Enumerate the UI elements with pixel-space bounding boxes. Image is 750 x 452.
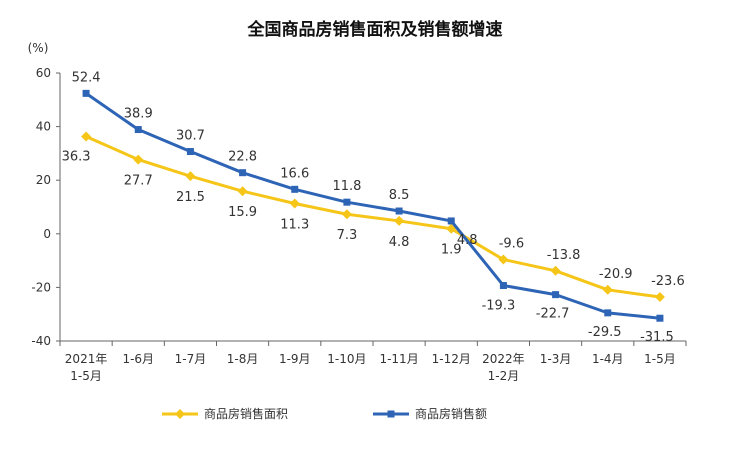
data-label: 7.3	[337, 228, 358, 243]
data-label: -23.6	[651, 274, 685, 289]
data-label: -22.7	[536, 307, 570, 322]
data-label: 16.6	[280, 166, 309, 181]
data-point	[134, 126, 142, 134]
axes: 60 40 20 0 -20 -40 2021年 1-5月 1-6月 1-7月 1-8月 1-9月 1-…	[31, 66, 687, 383]
data-point	[291, 185, 299, 193]
data-label: 11.3	[280, 218, 309, 233]
series-line-sales-area	[85, 135, 661, 299]
legend-item-sales-amount: 商品房销售额	[373, 406, 487, 421]
data-label: 21.5	[176, 190, 205, 205]
y-tick-label: -20	[31, 280, 51, 294]
y-tick-label: 0	[43, 227, 51, 241]
data-point	[499, 282, 507, 290]
legend-label: 商品房销售面积	[204, 406, 288, 421]
y-tick-label: 40	[36, 120, 51, 134]
data-labels: 36.327.721.515.911.37.3 4.81.9 -9.6-13.8-2…	[62, 70, 685, 345]
data-point	[81, 131, 92, 142]
data-label: 30.7	[176, 129, 205, 144]
x-tick-label: 1-11月	[379, 352, 418, 366]
x-tick-label: 2022年 1-2月	[482, 352, 525, 383]
data-point	[395, 207, 403, 215]
chart-title: 全国商品房销售面积及销售额增速	[247, 19, 503, 40]
data-point	[394, 215, 405, 226]
data-label: -20.9	[599, 267, 633, 282]
data-label: 52.4	[72, 70, 101, 85]
data-label: -13.8	[547, 248, 581, 263]
legend-label: 商品房销售额	[415, 406, 487, 421]
data-point	[239, 169, 247, 177]
x-tick-label: 1-5月	[644, 352, 676, 366]
data-label: 22.8	[228, 150, 257, 165]
series-sales-area	[81, 131, 665, 303]
x-tick-label: 1-8月	[227, 352, 259, 366]
data-point	[341, 209, 352, 220]
data-label: 27.7	[124, 174, 153, 189]
data-point	[343, 198, 351, 206]
data-label: -29.5	[588, 325, 622, 340]
x-tick-label: 1-12月	[432, 352, 471, 366]
data-label: 38.9	[124, 107, 153, 122]
data-point	[602, 284, 613, 295]
y-tick-label: -40	[31, 334, 51, 348]
data-label: 8.5	[389, 188, 410, 203]
data-point	[447, 217, 455, 225]
legend-marker	[387, 410, 395, 418]
y-axis-unit-label: (%)	[28, 41, 49, 55]
x-tick-label: 1-9月	[279, 352, 311, 366]
series-layer	[81, 89, 665, 322]
legend-marker	[175, 409, 185, 419]
data-label: 1.9	[441, 243, 462, 258]
data-point	[654, 292, 665, 303]
data-point	[498, 254, 509, 265]
data-point	[237, 186, 248, 197]
x-tick-label: 1-7月	[175, 352, 207, 366]
x-tick-label: 1-6月	[122, 352, 154, 366]
y-tick-label: 60	[36, 66, 51, 80]
data-point	[552, 291, 560, 299]
data-label: 4.8	[389, 235, 410, 250]
data-point	[82, 89, 90, 97]
data-label: -31.5	[640, 330, 674, 345]
data-point	[289, 198, 300, 209]
data-point	[656, 314, 664, 322]
data-point	[185, 171, 196, 182]
data-label: -19.3	[482, 299, 516, 314]
x-tick-label: 1-10月	[327, 352, 366, 366]
data-label: 11.8	[332, 179, 361, 194]
data-label: 36.3	[62, 150, 91, 165]
data-point	[550, 265, 561, 276]
y-tick-label: 20	[36, 173, 51, 187]
data-point	[133, 154, 144, 165]
x-tick-label: 1-4月	[592, 352, 624, 366]
x-tick-label: 2021年 1-5月	[65, 352, 108, 383]
data-point	[604, 309, 612, 317]
data-point	[186, 148, 194, 156]
data-label: 15.9	[228, 205, 257, 220]
series-line-sales-amount	[85, 92, 661, 320]
legend-item-sales-area: 商品房销售面积	[162, 406, 288, 421]
data-label: 4.8	[457, 233, 478, 248]
legend: 商品房销售面积 商品房销售额	[162, 406, 487, 421]
series-sales-amount	[82, 89, 664, 322]
x-tick-label: 1-3月	[540, 352, 572, 366]
data-label: -9.6	[499, 237, 524, 252]
